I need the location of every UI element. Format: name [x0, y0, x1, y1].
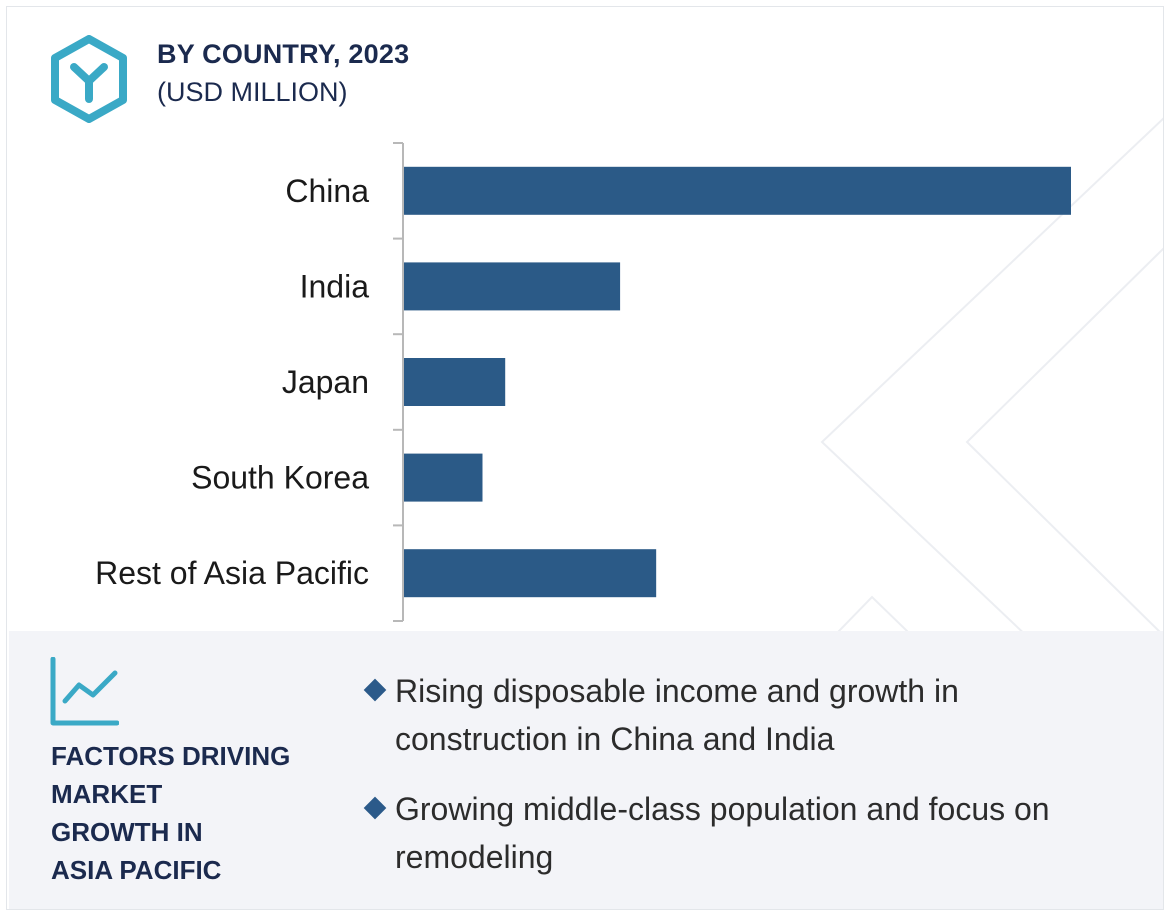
- category-label: Rest of Asia Pacific: [95, 555, 369, 591]
- chart-subtitle: (USD MILLION): [157, 77, 348, 107]
- driver-text-line: Growing middle-class population and focu…: [395, 791, 1050, 827]
- diamond-bullet-icon: [363, 678, 387, 702]
- drivers-list: Rising disposable income and growth in c…: [361, 667, 1151, 903]
- bar-china: [403, 166, 1071, 215]
- hexagon-y-logo-icon: [51, 35, 127, 123]
- category-label: China: [285, 173, 369, 209]
- category-label: South Korea: [191, 460, 369, 496]
- infographic-card: BY COUNTRY, 2023 (USD MILLION) China Indi…: [6, 6, 1164, 910]
- driver-text-line: construction in China and India: [395, 721, 835, 757]
- driver-text-line: Rising disposable income and growth in: [395, 673, 959, 709]
- diamond-bullet-icon: [363, 796, 387, 820]
- drivers-title-line: MARKET: [51, 779, 163, 809]
- line-chart-icon: [50, 657, 119, 726]
- drivers-title: FACTORS DRIVING MARKET GROWTH IN ASIA PA…: [51, 737, 311, 889]
- drivers-title-line: GROWTH IN: [51, 817, 203, 847]
- drivers-title-line: FACTORS DRIVING: [51, 741, 291, 771]
- category-label: Japan: [282, 364, 369, 400]
- chart-title: BY COUNTRY, 2023: [157, 39, 410, 69]
- bar-rest-of-asia-pacific: [403, 549, 657, 598]
- category-label: India: [300, 268, 370, 304]
- drivers-panel: FACTORS DRIVING MARKET GROWTH IN ASIA PA…: [9, 631, 1163, 909]
- driver-text-line: remodeling: [395, 839, 554, 875]
- bar-india: [403, 262, 621, 311]
- drivers-title-line: ASIA PACIFIC: [51, 855, 222, 885]
- bar-chart: China India Japan South Korea Rest of Asia P…: [95, 142, 1071, 622]
- bar-south-korea: [403, 453, 483, 502]
- bar-japan: [403, 358, 506, 406]
- driver-item: Growing middle-class population and focu…: [361, 785, 1151, 881]
- driver-item: Rising disposable income and growth in c…: [361, 667, 1151, 763]
